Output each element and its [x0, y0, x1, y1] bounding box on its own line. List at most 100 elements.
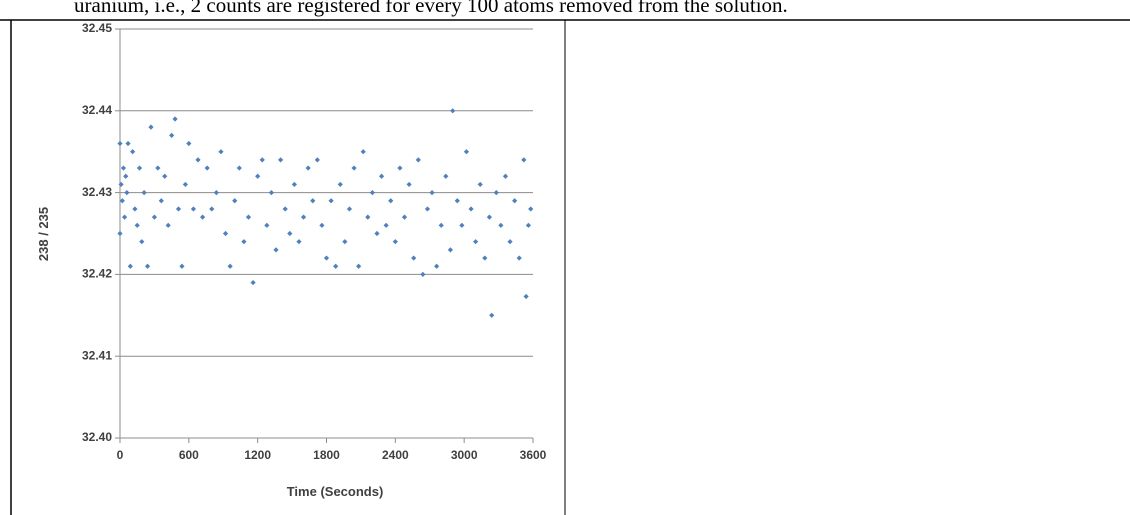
- point: [151, 214, 158, 220]
- point: [328, 198, 334, 204]
- point: [144, 263, 151, 269]
- point: [119, 198, 125, 204]
- point: [360, 149, 366, 155]
- point: [486, 214, 493, 220]
- y-tick-label: 32.41: [82, 348, 112, 362]
- x-tick-label: 2400: [382, 448, 409, 462]
- point: [139, 239, 145, 245]
- point: [424, 206, 431, 212]
- point: [186, 140, 192, 147]
- point: [463, 149, 470, 155]
- x-tick-label: 600: [179, 448, 199, 462]
- point: [323, 255, 330, 261]
- point: [406, 181, 412, 188]
- point: [374, 230, 380, 237]
- point: [241, 239, 247, 245]
- point: [346, 206, 353, 212]
- point: [473, 239, 479, 245]
- point: [314, 157, 320, 163]
- point: [162, 173, 168, 179]
- point: [397, 165, 403, 171]
- point: [468, 206, 474, 212]
- point: [507, 239, 513, 245]
- point: [120, 165, 127, 171]
- point: [521, 157, 527, 163]
- point: [378, 173, 385, 179]
- point: [121, 214, 128, 220]
- point: [365, 214, 371, 220]
- y-tick-label: 32.43: [82, 185, 112, 199]
- point: [429, 190, 435, 196]
- point: [477, 181, 483, 188]
- point: [273, 247, 279, 253]
- point: [333, 263, 339, 269]
- point: [172, 116, 178, 122]
- point: [195, 157, 201, 163]
- point: [232, 198, 238, 204]
- x-tick-label: 1200: [244, 448, 271, 462]
- point: [278, 157, 284, 163]
- point: [498, 222, 504, 228]
- point: [213, 190, 219, 196]
- point: [482, 255, 488, 261]
- y-tick-label: 32.42: [82, 267, 112, 281]
- point: [489, 312, 495, 318]
- point: [222, 230, 229, 237]
- point: [127, 263, 133, 269]
- y-tick-label: 32.40: [82, 430, 112, 444]
- point: [124, 190, 130, 196]
- point: [245, 214, 252, 220]
- point: [300, 214, 307, 220]
- point: [155, 165, 161, 171]
- point: [148, 124, 154, 130]
- point: [268, 190, 275, 196]
- document-text: uranium, i.e., 2 counts are registered f…: [74, 0, 788, 17]
- point: [218, 149, 224, 155]
- point: [190, 206, 197, 212]
- point: [158, 198, 164, 204]
- point: [450, 108, 456, 114]
- point: [392, 239, 398, 245]
- x-tick-label: 3600: [520, 448, 547, 462]
- x-tick-label: 3000: [451, 448, 478, 462]
- point: [209, 206, 215, 212]
- point: [136, 165, 143, 171]
- point: [383, 222, 389, 228]
- point: [454, 198, 460, 204]
- point: [282, 206, 288, 212]
- point: [255, 173, 261, 179]
- point: [351, 165, 357, 171]
- point: [296, 239, 302, 245]
- point: [342, 239, 348, 245]
- point: [287, 230, 293, 237]
- point: [493, 190, 499, 196]
- point: [516, 255, 522, 261]
- x-axis-title: Time (Seconds): [287, 484, 384, 499]
- point: [123, 173, 129, 179]
- point: [356, 263, 362, 269]
- point: [523, 293, 529, 300]
- point: [369, 190, 375, 196]
- point: [117, 230, 123, 237]
- x-tick-label: 1800: [313, 448, 340, 462]
- point: [528, 206, 534, 212]
- point: [525, 222, 532, 228]
- point: [227, 263, 233, 269]
- point: [388, 198, 394, 204]
- point: [438, 222, 444, 228]
- point: [459, 222, 465, 228]
- point: [291, 181, 297, 188]
- point: [250, 279, 256, 286]
- point: [443, 173, 449, 179]
- point: [259, 157, 265, 163]
- y-tick-label: 32.45: [82, 21, 112, 35]
- point: [502, 173, 509, 179]
- point: [175, 206, 182, 212]
- y-tick-label: 32.44: [82, 103, 112, 117]
- point: [141, 190, 147, 196]
- point: [310, 198, 316, 204]
- point: [512, 198, 518, 204]
- point: [447, 247, 453, 253]
